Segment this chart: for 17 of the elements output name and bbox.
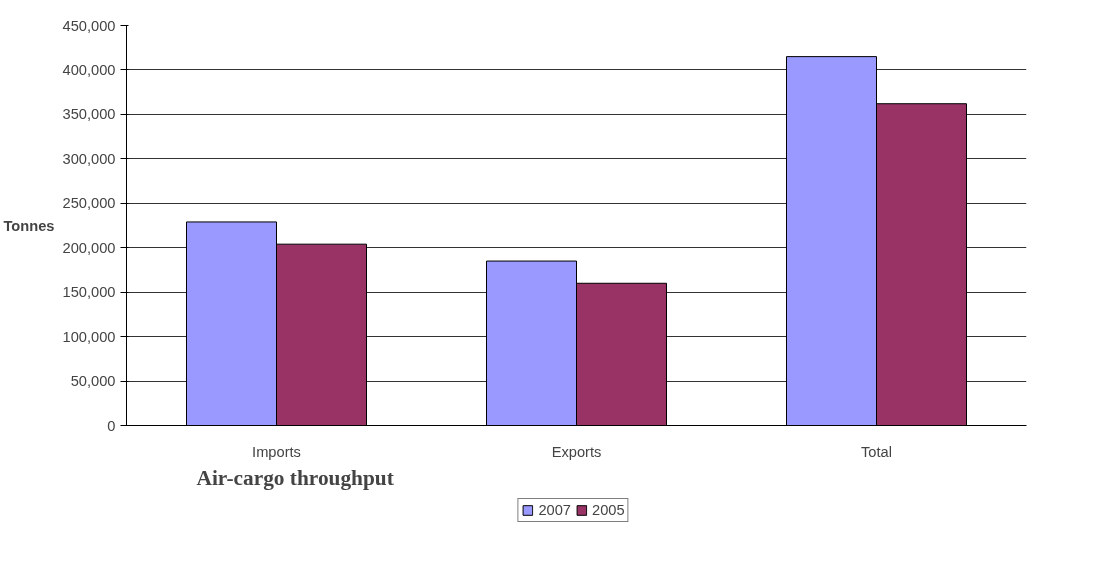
x-tick-label: Imports [252, 443, 301, 460]
y-tick-label: 300,000 [62, 150, 116, 167]
y-tick-label: 100,000 [62, 328, 116, 345]
y-axis-title: Tonnes [3, 217, 55, 234]
text: Air-cargo throughput [196, 465, 395, 490]
y-tick-label: 400,000 [62, 61, 116, 78]
x-tick-label: Total [861, 443, 892, 460]
y-tick-label: 350,000 [62, 106, 116, 123]
y-tick-label: 250,000 [62, 195, 116, 212]
legend-label: 2005 [592, 502, 625, 518]
x-tick-label: Exports [551, 443, 602, 460]
legend-label: 2007 [538, 502, 571, 518]
y-tick-label: 200,000 [62, 239, 116, 256]
y-tick-label: 150,000 [62, 284, 116, 301]
y-tick-label: 450,000 [62, 17, 116, 34]
y-tick-label: 50,000 [70, 373, 116, 390]
y-tick-label: 0 [107, 417, 116, 434]
